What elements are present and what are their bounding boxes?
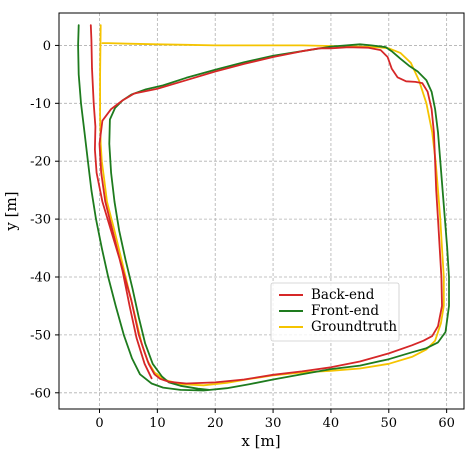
y-tick-label: -30	[30, 213, 51, 228]
plot-frame	[58, 12, 465, 410]
legend-label-front-end: Front-end	[311, 303, 379, 319]
x-tick-label: 10	[149, 416, 166, 431]
series-line-back-end	[89, 24, 443, 385]
series-layer	[77, 24, 450, 392]
plot-area-background	[59, 13, 464, 409]
axis-ticks: 0 10 20 30 40 50 60 0 -10 -20 -30 -40 -50 -60	[30, 39, 455, 431]
x-tick-label: 40	[323, 416, 340, 431]
x-tick-label: 30	[265, 416, 282, 431]
series-line-front-end	[77, 24, 450, 392]
legend: Back-end Front-end Groundtruth	[270, 282, 400, 342]
legend-label-back-end: Back-end	[311, 287, 375, 303]
x-tick-label: 60	[438, 416, 455, 431]
x-tick-label: 50	[381, 416, 398, 431]
y-tick-label: -50	[30, 328, 51, 343]
y-axis-label: y [m]	[2, 191, 20, 231]
y-tick-label: -60	[30, 386, 51, 401]
x-tick-label: 0	[95, 416, 103, 431]
x-tick-label: 20	[207, 416, 224, 431]
legend-label-groundtruth: Groundtruth	[311, 319, 397, 335]
y-tick-label: 0	[43, 39, 51, 54]
y-tick-label: -40	[30, 271, 51, 286]
y-tick-label: -10	[30, 97, 51, 112]
y-tick-label: -20	[30, 155, 51, 170]
x-axis-label: x [m]	[241, 432, 280, 450]
